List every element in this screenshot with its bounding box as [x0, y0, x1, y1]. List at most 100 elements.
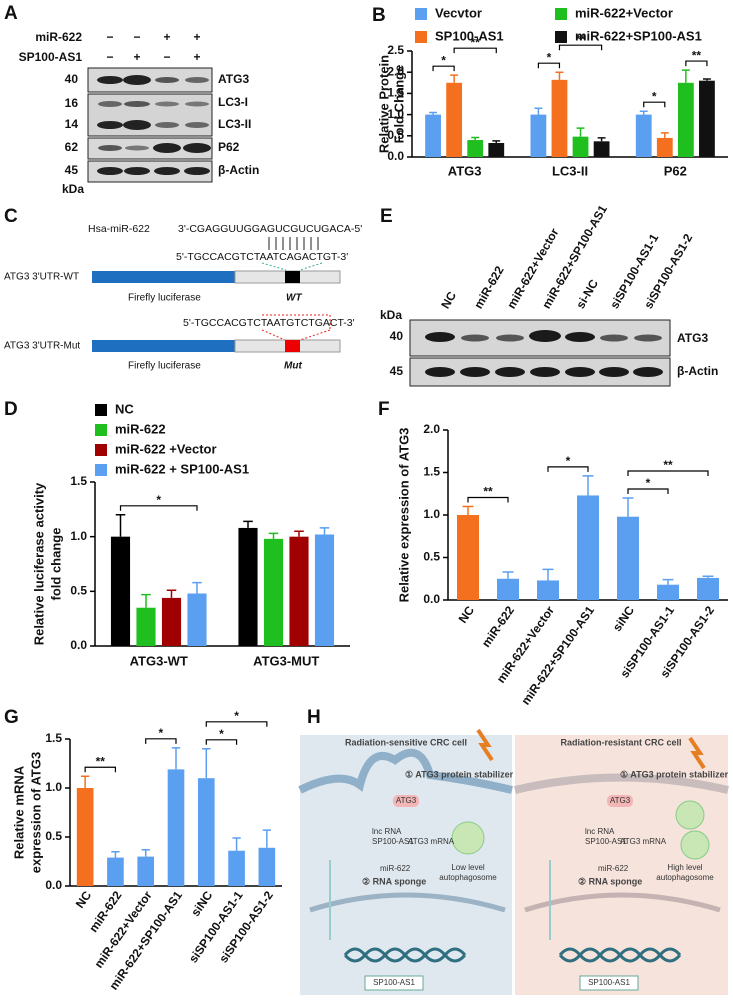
autophagosome — [680, 830, 710, 860]
site-label: WT — [286, 293, 302, 304]
label: ATG3 mRNA — [408, 837, 455, 846]
bar — [657, 584, 679, 600]
protein-shape — [607, 795, 633, 807]
bar — [238, 527, 258, 646]
y-tick-label: 0.5 — [387, 128, 404, 142]
significance-label: ** — [96, 754, 106, 768]
error-bar — [702, 78, 711, 81]
protein: β-Actin — [677, 364, 718, 378]
reporter: Firefly luciferase — [128, 293, 201, 304]
significance-label: ** — [663, 458, 673, 472]
mirna-label: Hsa-miR-622 — [88, 223, 150, 235]
y-tick-label: 0.0 — [70, 638, 87, 652]
error-bar — [115, 514, 126, 537]
error-bar — [192, 581, 202, 594]
legend-label: miR-622+SP100-AS1 — [575, 28, 702, 43]
error-bar — [662, 578, 674, 585]
legend-swatch — [95, 444, 107, 456]
x-tick-label: miR-622 — [479, 603, 517, 650]
label: ② RNA sponge — [362, 876, 426, 886]
label: SP100-AS1 — [373, 978, 415, 987]
y-axis-label: fold change — [48, 528, 63, 601]
panel-letter: B — [372, 5, 386, 26]
construct: ATG3 3'UTR-Mut — [4, 341, 80, 352]
x-tick-label: ATG3-MUT — [253, 653, 319, 668]
significance-label: ** — [576, 32, 586, 46]
bar — [197, 778, 215, 886]
marker: 45 — [390, 364, 404, 378]
bar — [635, 114, 652, 157]
lane-label: NC — [438, 289, 459, 311]
label: ATG3 — [610, 796, 631, 805]
y-tick-label: 2.0 — [423, 422, 440, 436]
significance-bracket — [627, 488, 669, 494]
label: ATG3 — [396, 796, 417, 805]
error-bar — [141, 593, 151, 608]
significance-label: * — [219, 727, 224, 741]
error-bar — [542, 568, 554, 581]
y-tick-label: 0.0 — [423, 592, 440, 606]
error-bar — [202, 748, 211, 779]
panel-letter: D — [4, 399, 18, 420]
legend-swatch — [555, 8, 567, 20]
site — [285, 340, 300, 352]
panel-a: A miR-622 SP100-AS1 − − + + − + − + 40 1… — [4, 3, 259, 196]
bar — [699, 80, 715, 157]
significance-bracket — [84, 766, 117, 773]
bar — [530, 114, 547, 157]
bar — [110, 536, 131, 646]
significance-label: ** — [483, 485, 493, 499]
bar — [228, 850, 245, 886]
significance-label: * — [159, 726, 164, 740]
x-tick-label: NC — [456, 603, 478, 626]
x-tick-label: siNC — [188, 888, 215, 919]
guide — [261, 314, 331, 341]
dna — [343, 947, 467, 963]
luc — [92, 271, 235, 283]
unit: kDa — [62, 182, 84, 196]
bar — [289, 536, 309, 646]
significance-bracket — [547, 466, 589, 472]
significance-label: ** — [471, 35, 481, 49]
error-bar — [262, 829, 272, 848]
legend-label: SP100-AS1 — [435, 28, 504, 43]
label: SP100-AS1 — [585, 837, 627, 846]
error-bar — [166, 589, 177, 598]
bar — [263, 538, 284, 646]
x-tick-label: ATG3 — [448, 163, 482, 178]
blot — [87, 93, 213, 137]
significance-bracket — [467, 496, 509, 503]
unit: kDa — [380, 308, 402, 322]
label: miR-622 — [380, 864, 411, 873]
autophagosome — [675, 800, 705, 830]
y-tick-label: 2.5 — [387, 43, 404, 57]
significance-bracket — [205, 721, 268, 727]
guide — [261, 262, 323, 271]
bands — [97, 75, 211, 175]
y-tick-label: 0.5 — [45, 829, 62, 843]
luc — [92, 340, 235, 352]
label: ① ATG3 protein stabilizer — [405, 769, 514, 779]
bar — [446, 82, 463, 157]
x-tick-label: miR-622+SP100-AS1 — [518, 603, 597, 707]
significance-bracket — [432, 65, 455, 72]
bar — [425, 114, 441, 157]
x-tick-label: NC — [73, 888, 95, 911]
construct: ATG3 3'UTR-WT — [4, 272, 79, 283]
sign: − — [163, 50, 170, 64]
bar — [107, 857, 124, 886]
bar — [551, 79, 568, 157]
gene-box — [579, 975, 639, 991]
legend-label: miR-622 +Vector — [115, 441, 217, 456]
y-axis-label: Relative expression of ATG3 — [396, 428, 411, 603]
membrane — [298, 748, 513, 794]
error-bar — [597, 137, 606, 142]
autophagosome — [451, 821, 485, 855]
label: ② RNA sponge — [578, 876, 642, 886]
bar — [577, 495, 599, 600]
legend-swatch — [95, 424, 107, 436]
legend-label: miR-622+Vector — [575, 5, 673, 20]
significance-label: * — [566, 454, 571, 468]
panel-c: C Hsa-miR-622 3'-CGAGGUUGGAGUCGUCUGACA-5… — [4, 206, 362, 372]
